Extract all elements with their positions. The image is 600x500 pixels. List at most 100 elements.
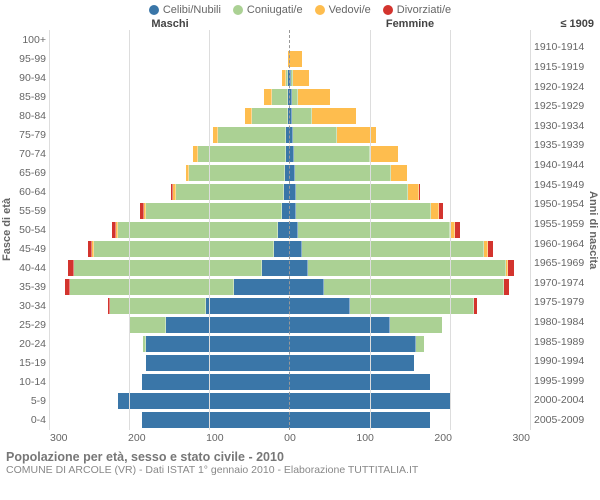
seg-single	[206, 298, 290, 314]
seg-single	[290, 374, 430, 390]
age-label: 35-39	[14, 281, 46, 293]
seg-widowed	[298, 89, 330, 105]
bar-row	[50, 165, 290, 181]
seg-married	[189, 165, 285, 181]
y-label-left: Fasce di età	[0, 30, 14, 430]
seg-single	[290, 412, 430, 428]
bar-row	[50, 222, 290, 238]
age-label: 60-64	[14, 186, 46, 198]
x-tick: 200	[128, 432, 146, 444]
year-label: 1980-1984	[534, 316, 586, 328]
seg-married	[94, 241, 274, 257]
bar-row	[290, 374, 530, 390]
seg-single	[290, 336, 416, 352]
year-label: 1970-1974	[534, 277, 586, 289]
bar-row	[290, 317, 530, 333]
age-label: 25-29	[14, 319, 46, 331]
year-label: 1945-1949	[534, 179, 586, 191]
plot-males	[50, 30, 290, 430]
seg-married	[295, 165, 391, 181]
seg-widowed	[264, 89, 272, 105]
bar-row	[290, 146, 530, 162]
seg-married	[298, 222, 450, 238]
legend-label: Celibi/Nubili	[163, 4, 221, 16]
seg-married	[218, 127, 286, 143]
age-label: 20-24	[14, 338, 46, 350]
legend-swatch	[383, 5, 393, 15]
seg-married	[146, 203, 282, 219]
bar-row	[50, 317, 290, 333]
seg-married	[110, 298, 206, 314]
seg-single	[142, 374, 290, 390]
seg-married	[416, 336, 424, 352]
bar-row	[290, 89, 530, 105]
legend-item: Vedovi/e	[315, 4, 371, 16]
year-label: 1915-1919	[534, 61, 586, 73]
legend-label: Coniugati/e	[247, 4, 303, 16]
seg-divorced	[455, 222, 460, 238]
bar-row	[50, 184, 290, 200]
bar-row	[50, 412, 290, 428]
year-label: 1965-1969	[534, 257, 586, 269]
seg-married	[293, 127, 337, 143]
seg-single	[290, 317, 390, 333]
bar-row	[290, 260, 530, 276]
legend-swatch	[233, 5, 243, 15]
age-label: 90-94	[14, 72, 46, 84]
seg-widowed	[293, 70, 309, 86]
year-label: 2000-2004	[534, 394, 586, 406]
seg-married	[272, 89, 288, 105]
bar-row	[50, 298, 290, 314]
year-label: 1950-1954	[534, 198, 586, 210]
age-label: 45-49	[14, 243, 46, 255]
chart-title: Popolazione per età, sesso e stato civil…	[6, 450, 594, 464]
legend-label: Divorziati/e	[397, 4, 451, 16]
seg-married	[292, 108, 312, 124]
seg-widowed	[431, 203, 439, 219]
bar-row	[50, 203, 290, 219]
bar-row	[290, 108, 530, 124]
year-label: 2005-2009	[534, 414, 586, 426]
bar-row	[290, 51, 530, 67]
seg-married	[130, 317, 166, 333]
year-label: 1955-1959	[534, 218, 586, 230]
column-headers: Maschi Femmine ≤ 1909	[0, 18, 600, 30]
bar-row	[290, 279, 530, 295]
age-label: 85-89	[14, 91, 46, 103]
bar-row	[50, 374, 290, 390]
bar-row	[50, 127, 290, 143]
seg-married	[198, 146, 286, 162]
x-tick: 100	[206, 432, 224, 444]
seg-single	[118, 393, 290, 409]
seg-married	[296, 203, 430, 219]
bar-row	[290, 241, 530, 257]
y-label-right: Anni di nascita	[586, 30, 600, 430]
age-label: 65-69	[14, 167, 46, 179]
seg-single	[146, 336, 290, 352]
bar-row	[50, 355, 290, 371]
bar-row	[290, 203, 530, 219]
legend: Celibi/Nubili Coniugati/e Vedovi/e Divorzia…	[0, 4, 600, 16]
seg-single	[290, 298, 350, 314]
seg-married	[118, 222, 278, 238]
seg-married	[296, 184, 408, 200]
seg-married	[74, 260, 262, 276]
seg-single	[142, 412, 290, 428]
year-label: 1920-1924	[534, 81, 586, 93]
year-label: 1925-1929	[534, 100, 586, 112]
year-label: 1995-1999	[534, 375, 586, 387]
seg-married	[350, 298, 474, 314]
chart-subtitle: COMUNE DI ARCOLE (VR) - Dati ISTAT 1° ge…	[6, 464, 594, 476]
bar-row	[290, 355, 530, 371]
seg-single	[290, 222, 298, 238]
seg-divorced	[508, 260, 514, 276]
age-label: 0-4	[14, 414, 46, 426]
bar-row	[50, 32, 290, 48]
plot-area	[50, 30, 530, 430]
plot-females	[290, 30, 530, 430]
bar-row	[50, 70, 290, 86]
bar-row	[50, 108, 290, 124]
seg-single	[290, 279, 324, 295]
seg-single	[290, 241, 302, 257]
seg-married	[252, 108, 288, 124]
